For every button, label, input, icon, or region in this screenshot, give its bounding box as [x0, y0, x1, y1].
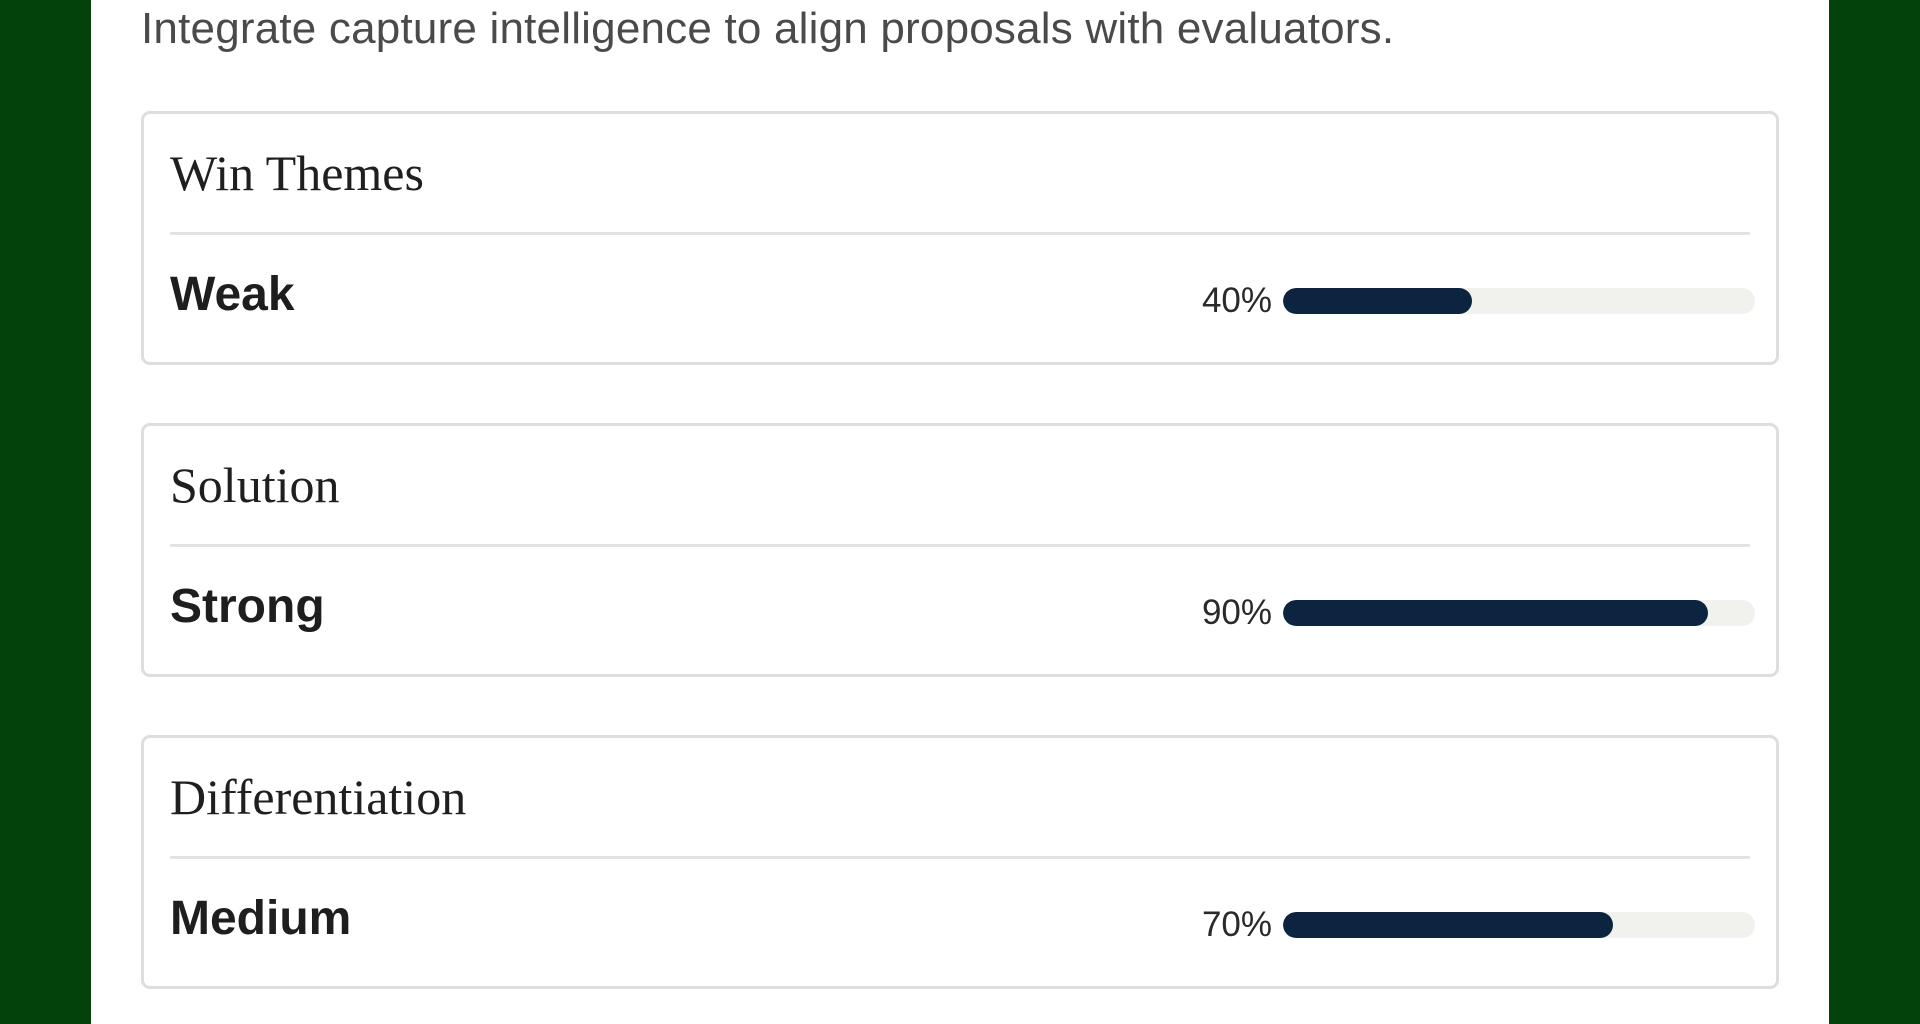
progress-bar — [1283, 600, 1755, 626]
percent-label: 40% — [1201, 281, 1272, 320]
rating-label: Weak — [170, 268, 295, 321]
card-title: Win Themes — [170, 145, 424, 201]
assessment-card-win-themes: Win Themes Weak 40% — [141, 111, 1779, 365]
progress-bar-fill — [1283, 912, 1614, 938]
page-subtitle: Integrate capture intelligence to align … — [141, 4, 1395, 53]
content-panel: Integrate capture intelligence to align … — [91, 0, 1829, 1024]
assessment-card-differentiation: Differentiation Medium 70% — [141, 735, 1779, 989]
progress-bar — [1283, 288, 1755, 314]
progress-bar — [1283, 912, 1755, 938]
progress-bar-fill — [1283, 600, 1708, 626]
card-title: Differentiation — [170, 769, 467, 825]
percent-label: 70% — [1201, 905, 1272, 944]
card-divider — [170, 856, 1750, 859]
percent-label: 90% — [1201, 593, 1272, 632]
rating-label: Strong — [170, 580, 325, 633]
card-title: Solution — [170, 457, 340, 513]
progress-bar-fill — [1283, 288, 1472, 314]
card-divider — [170, 544, 1750, 547]
rating-label: Medium — [170, 892, 352, 945]
assessment-card-solution: Solution Strong 90% — [141, 423, 1779, 677]
card-divider — [170, 232, 1750, 235]
